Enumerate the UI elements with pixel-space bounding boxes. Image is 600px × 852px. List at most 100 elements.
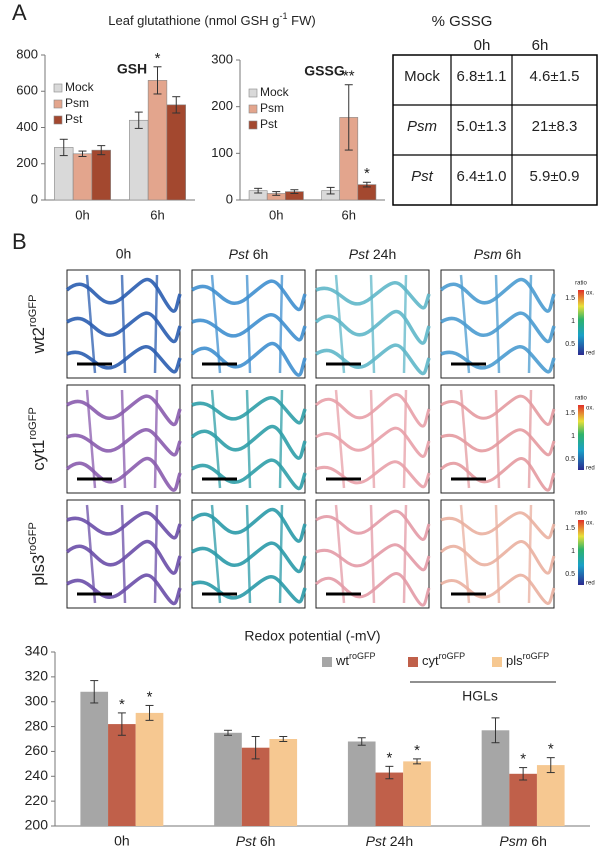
colorbar — [578, 405, 584, 470]
legend-swatch — [53, 83, 63, 93]
cell-wall — [440, 573, 556, 605]
table-border — [392, 54, 598, 206]
row-label-superscript: roGFP — [27, 295, 39, 327]
bar — [269, 739, 298, 826]
label-rest: 24h — [369, 246, 396, 262]
bar — [166, 104, 186, 201]
colorbar-end-label: ox. — [586, 521, 594, 527]
legend-label: Pst — [260, 117, 278, 131]
colorbar-label: 1 — [571, 548, 575, 555]
legend-label: cytroGFP — [422, 651, 465, 668]
colorbar-end-label: red — [586, 466, 595, 472]
colorbar-label: 1 — [571, 318, 575, 325]
cell-wall — [191, 458, 307, 491]
legend-name: wt — [335, 653, 349, 668]
x-tick-label: Pst 24h — [366, 833, 413, 849]
heading: Leaf glutathione (nmol GSH g-1 FW) — [108, 11, 315, 28]
x-tick-label: 0h — [269, 207, 283, 222]
cell-wall — [440, 511, 556, 540]
cell-wall — [315, 343, 431, 376]
y-tick-label: 280 — [25, 717, 49, 733]
significance: * — [520, 751, 526, 768]
cell-wall — [402, 504, 408, 604]
table-title: % GSSG — [432, 13, 493, 30]
label-rest: 6h — [502, 246, 521, 262]
cell-wall — [191, 396, 307, 425]
cell-wall — [369, 504, 376, 604]
cell-wall — [369, 389, 376, 489]
cell-wall — [440, 457, 556, 492]
table-column-header: 0h — [474, 37, 491, 54]
colorbar-label: 0.5 — [565, 571, 575, 578]
cell-wall — [315, 460, 431, 489]
legend-label: plsroGFP — [506, 651, 549, 668]
table-cell: 5.9±0.9 — [530, 168, 580, 185]
bar — [135, 712, 164, 826]
group-label: HGLs — [462, 688, 498, 704]
x-tick-label: Psm 6h — [499, 833, 546, 849]
y-tick-label: 260 — [25, 742, 49, 758]
cell-wall — [191, 313, 307, 342]
cell-wall — [439, 277, 556, 313]
cell-wall — [440, 311, 556, 344]
label-rest: 6h — [256, 833, 275, 849]
cell-wall — [402, 274, 408, 374]
cell-wall — [245, 274, 252, 374]
column-label: 0h — [116, 246, 132, 262]
y-tick-label: 100 — [211, 145, 233, 160]
y-tick-label: 240 — [25, 767, 49, 783]
cell-wall — [191, 279, 307, 312]
legend-swatch — [53, 99, 63, 109]
cell-wall — [66, 428, 182, 457]
cell-wall — [190, 507, 307, 543]
cell-wall — [65, 277, 182, 313]
colorbar-label: 0.5 — [565, 456, 575, 463]
legend-label: Psm — [260, 101, 284, 115]
italic-term: Pst — [366, 833, 387, 849]
italic-term: Pst — [349, 246, 370, 262]
legend-swatch — [248, 88, 258, 98]
table-row-label: Psm — [407, 118, 437, 135]
chart-title: GSSG — [304, 63, 345, 79]
cell-wall — [120, 389, 127, 489]
table-cell: 6.4±1.0 — [457, 168, 507, 185]
cell-wall — [440, 345, 556, 374]
cell-wall — [153, 504, 159, 604]
y-tick-label: 600 — [16, 83, 38, 98]
cell-wall — [65, 539, 182, 575]
x-tick-label: 6h — [342, 207, 356, 222]
table-cell: 5.0±1.3 — [457, 118, 507, 135]
legend-label: Mock — [260, 85, 290, 99]
colorbar-end-label: red — [586, 351, 595, 357]
cell-wall — [191, 541, 307, 574]
significance: * — [548, 741, 554, 758]
significance: * — [386, 749, 392, 766]
table-cell: 21±8.3 — [532, 118, 578, 135]
cell-wall — [120, 274, 127, 374]
row-label-name: cyt1 — [29, 440, 48, 471]
legend-swatch — [492, 657, 502, 667]
italic-term: Pst — [236, 833, 257, 849]
colorbar-end-label: red — [586, 581, 595, 587]
bar — [509, 773, 537, 826]
cell-wall — [527, 389, 533, 489]
bar — [80, 691, 109, 826]
y-tick-label: 220 — [25, 792, 49, 808]
cell-wall — [278, 504, 284, 604]
label-rest: 6h — [249, 246, 268, 262]
y-tick-label: 300 — [211, 51, 233, 66]
cell-wall — [245, 389, 252, 489]
colorbar-title: ratio — [575, 511, 587, 517]
column-label: Pst 24h — [349, 246, 396, 262]
bar — [147, 80, 168, 201]
significance: * — [147, 688, 153, 705]
y-tick-label: 0 — [226, 191, 233, 206]
y-tick-label: 340 — [25, 643, 49, 659]
x-tick-label: 0h — [114, 833, 130, 849]
colorbar-end-label: ox. — [586, 291, 594, 297]
legend-swatch — [322, 657, 332, 667]
row-label-superscript: roGFP — [27, 522, 39, 554]
legend-superscript: roGFP — [439, 651, 466, 661]
italic-term: Psm — [499, 833, 527, 849]
colorbar-label: 1 — [571, 433, 575, 440]
